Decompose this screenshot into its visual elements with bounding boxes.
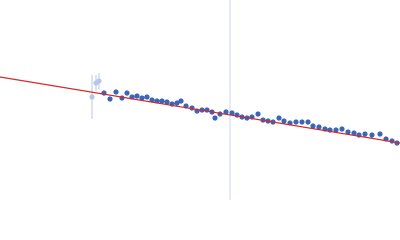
point [276,115,282,121]
point [255,111,261,117]
point [89,94,95,100]
point [139,95,145,101]
point [362,131,368,137]
point [316,124,322,130]
point [113,89,119,95]
point [223,109,229,115]
point [345,129,351,135]
point [377,131,383,137]
point [144,94,150,100]
point [293,119,299,125]
point [159,98,165,104]
point [212,115,218,121]
point [96,78,102,84]
chart [0,0,400,200]
fit-line [0,76,400,144]
point [310,123,316,129]
point [351,130,357,136]
point [299,119,305,125]
point [124,90,130,96]
point [305,119,311,125]
point [164,99,170,105]
point [339,126,345,132]
point [178,98,184,104]
point [174,100,180,106]
point [107,96,113,102]
point [281,118,287,124]
point [369,132,375,138]
point [229,110,235,116]
point [134,93,140,99]
point [333,127,339,133]
